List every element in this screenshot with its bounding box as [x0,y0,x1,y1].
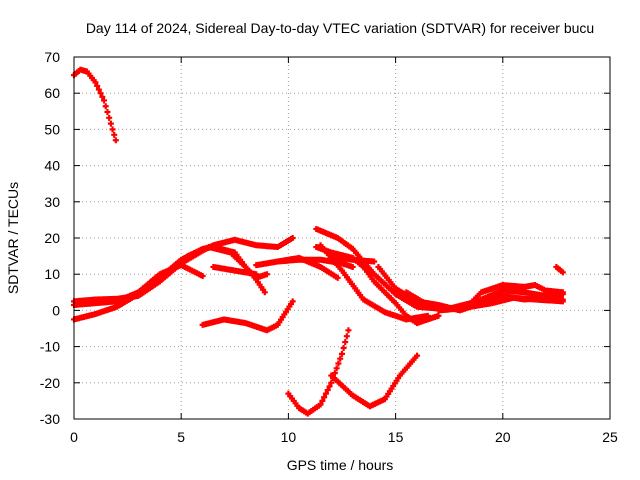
data-point [99,93,106,100]
data-point [322,390,329,397]
data-point [559,291,566,298]
x-axis-label: GPS time / hours [287,457,394,473]
data-point [261,289,268,296]
data-point [102,103,109,110]
data-point [339,350,345,357]
series-track-f [210,263,260,278]
y-tick-label: 60 [44,85,60,101]
x-tick-label: 5 [177,429,185,445]
series-track-a [71,66,119,144]
series-track-k [328,352,421,410]
y-tick-label: -20 [40,375,60,391]
series-track-s [446,294,566,312]
data-point [335,360,342,367]
series-track-t [553,263,566,276]
data-point [337,355,344,362]
y-tick-label: 0 [52,302,60,318]
data-point [253,271,260,278]
data-point [95,86,102,93]
data-point [342,339,349,346]
series-track-e [184,244,268,296]
data-point [319,397,326,404]
data-point [321,394,328,401]
data-point [111,131,118,138]
data-point [106,114,113,121]
y-tick-label: 40 [44,158,60,174]
data-point [371,258,378,265]
data-point [101,97,108,104]
chart-title: Day 114 of 2024, Sidereal Day-to-day VTE… [86,20,594,36]
series-track-d [71,262,206,308]
data-point [97,90,104,97]
data-point [424,312,431,319]
x-tick-label: 25 [602,429,618,445]
data-point [559,298,566,305]
data-point [559,269,566,276]
x-tick-label: 15 [388,429,404,445]
data-point [328,379,335,386]
data-point [343,333,350,340]
data-point [345,327,352,334]
x-tick-label: 20 [495,429,511,445]
data-point [334,274,341,281]
data-point [349,263,356,270]
data-point [263,271,270,278]
data-point [92,79,99,86]
y-tick-label: -30 [40,411,60,427]
y-tick-label: 70 [44,49,60,65]
series-track-j [285,327,352,417]
y-tick-label: 10 [44,266,60,282]
data-point [317,401,324,408]
data-point [333,365,340,372]
data-point [112,137,119,144]
data-point [107,120,114,127]
data-point [109,126,116,133]
series-track-l [313,225,442,312]
data-point [289,298,296,305]
data-point [289,235,296,241]
axis-ticks: 0 5 10 15 20 25 -30 -20 -10 0 10 20 30 40 50 60 70 [40,49,618,445]
x-tick-label: 0 [70,429,78,445]
y-tick-label: 30 [44,194,60,210]
y-axis-label: SDTVAR / TECUs [5,182,21,294]
data-point [331,370,338,377]
data-series [71,66,566,417]
y-tick-label: 20 [44,230,60,246]
series-track-o [317,242,431,323]
data-point [324,387,331,394]
data-point [104,109,111,116]
data-point [94,82,101,89]
data-point [326,383,333,390]
x-tick-label: 10 [281,429,297,445]
data-point [414,352,421,359]
data-point [340,344,347,351]
y-tick-label: -10 [40,339,60,355]
y-tick-label: 50 [44,121,60,137]
series-track-g [199,298,296,334]
data-point [435,312,442,319]
data-point [199,273,206,280]
